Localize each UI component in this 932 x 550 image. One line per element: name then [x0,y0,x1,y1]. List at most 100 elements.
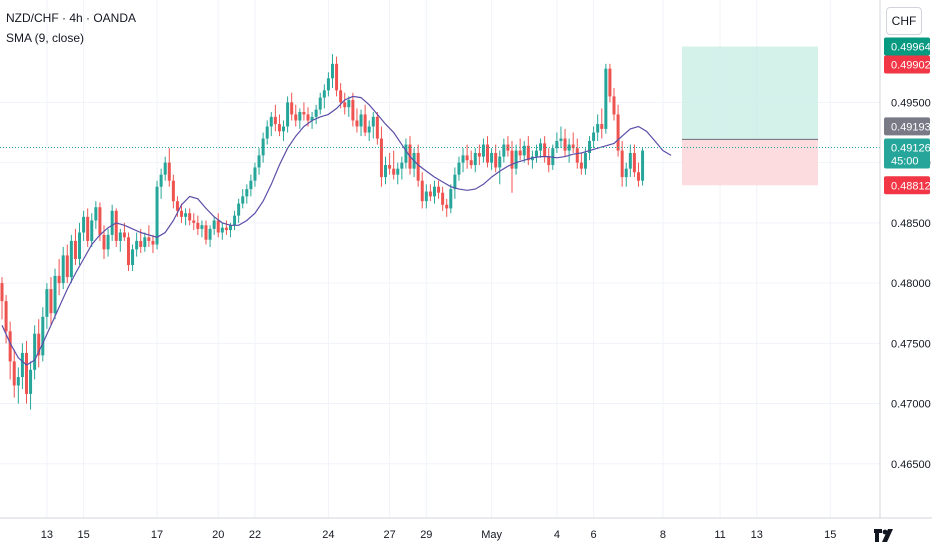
candle-body [486,144,490,163]
candle-body [628,152,632,169]
candle-body [583,152,587,169]
candle-body [216,220,220,233]
candle-body [641,150,645,181]
candle-body [477,152,481,157]
symbol-title[interactable]: NZD/CHF · 4h · OANDA [6,11,137,25]
time-tick-label: 8 [660,529,666,541]
candle-body [396,168,400,175]
time-tick-label: 27 [383,529,395,541]
time-tick-label: 6 [591,529,597,541]
candle-body [498,156,502,168]
candle-body [555,140,559,149]
candle-body [367,126,371,133]
candle-body [616,114,620,151]
candles [0,54,645,410]
candle-body [16,377,20,386]
time-axis[interactable]: 13 15 17 20 22 24 27 29 May 4 6 8 11 13 15 [41,529,837,541]
candle-body [571,144,575,149]
candle-body [82,216,86,233]
candle-body [265,126,269,139]
price-tick-label: 0.47500 [891,338,931,350]
candle-body [469,160,473,166]
time-tick-label: 13 [41,529,53,541]
candle-body [41,316,45,356]
candle-body [339,90,343,103]
candle-body [286,102,290,127]
candle-body [126,237,130,266]
candle-body [73,240,77,259]
candle-body [335,63,339,91]
candle-body [118,232,122,241]
candle-body [90,220,94,241]
candle-body [379,138,383,178]
candle-body [0,283,4,302]
candle-body [45,289,49,317]
candle-body [514,150,518,169]
candle-body [461,155,465,163]
candle-body [575,148,579,163]
tradingview-logo-icon [874,529,893,542]
candle-body [563,138,567,151]
sma-line [1,95,672,366]
candle-body [249,180,253,190]
candle-body [457,162,461,175]
candle-body [61,255,65,284]
candle-body [465,155,469,161]
time-tick-label: 20 [212,529,224,541]
candle-body [69,240,73,278]
long-position-tool[interactable] [682,46,818,186]
candle-body [294,114,298,121]
candle-body [131,249,135,266]
candle-body [473,152,477,166]
time-tick-label: 24 [322,529,334,541]
candle-body [4,301,8,332]
candle-body [314,109,318,117]
price-tag-stop-red [884,55,930,74]
candle-body [400,162,404,169]
candle-body [612,96,616,115]
candle-body [180,210,184,217]
candle-body [241,196,245,204]
candle-body [290,102,294,115]
price-tag-value: 0.49902 [891,59,931,71]
candle-body [310,116,314,121]
candle-body [567,144,571,151]
candle-body [196,222,200,229]
candle-body [632,152,636,173]
candle-body [212,220,216,229]
time-tick-label: 11 [714,529,725,541]
candle-body [29,369,33,394]
candle-body [424,191,428,202]
candle-body [432,186,436,197]
candle-body [608,68,612,97]
candle-body [624,168,628,178]
profit-zone [682,46,818,140]
candle-body [167,162,171,181]
candle-body [534,150,538,157]
indicator-legend[interactable]: SMA (9, close) [6,31,85,45]
candle-body [306,114,310,121]
candle-body [78,232,82,259]
time-tick-label: 29 [420,529,432,541]
candle-body [184,213,188,217]
chart-grid [0,0,880,518]
candle-body [518,150,522,156]
candle-body [237,203,241,216]
candle-body [277,124,281,132]
candle-body [636,172,640,181]
candle-body [404,144,408,163]
currency-button[interactable]: CHF [886,7,922,35]
candle-body [547,156,551,166]
candle-body [171,180,175,202]
candle-body [175,201,179,211]
candle-body [298,112,302,121]
candle-body [579,162,583,169]
candle-body [347,99,351,108]
candle-body [257,155,261,168]
time-tick-label: May [481,529,502,541]
candle-body [155,186,159,245]
candle-body [326,78,330,91]
candle-body [592,132,596,141]
